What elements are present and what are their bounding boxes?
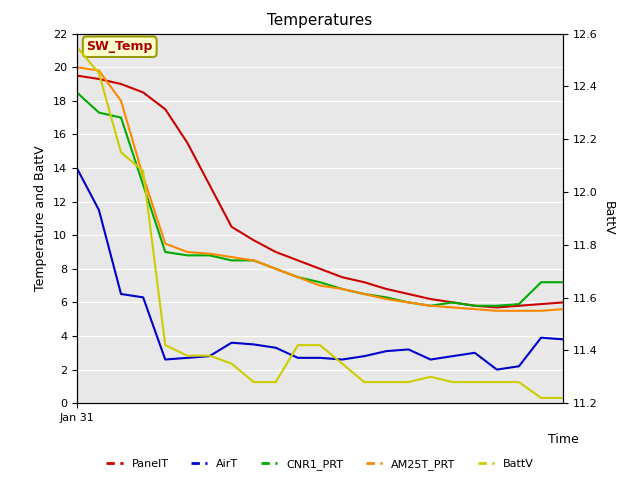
Title: Temperatures: Temperatures [268, 13, 372, 28]
Y-axis label: BattV: BattV [602, 201, 614, 236]
Legend: PanelT, AirT, CNR1_PRT, AM25T_PRT, BattV: PanelT, AirT, CNR1_PRT, AM25T_PRT, BattV [102, 455, 538, 474]
Text: Time: Time [548, 432, 579, 446]
Y-axis label: Temperature and BattV: Temperature and BattV [35, 145, 47, 291]
Text: SW_Temp: SW_Temp [86, 40, 153, 53]
